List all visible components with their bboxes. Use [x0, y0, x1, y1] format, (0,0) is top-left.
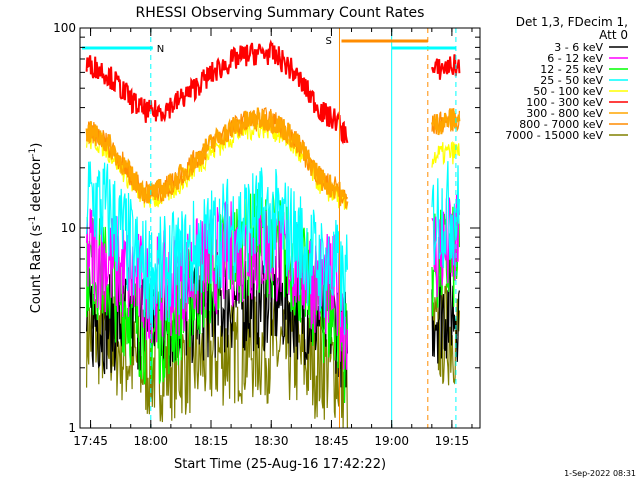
x-tick-label: 18:15 — [194, 434, 229, 448]
series-line-8 — [86, 283, 460, 429]
footer-date: 1-Sep-2022 08:31 — [564, 469, 636, 478]
x-tick-label: 19:15 — [435, 434, 470, 448]
chart-title: RHESSI Observing Summary Count Rates — [136, 5, 425, 21]
legend-title-line-2: Att 0 — [599, 28, 628, 42]
legend-label: 800 - 7000 keV — [519, 118, 603, 131]
y-tick-label: 1 — [68, 421, 76, 435]
x-tick-label: 19:00 — [374, 434, 409, 448]
legend-label: 6 - 12 keV — [547, 52, 603, 65]
x-tick-label: 18:00 — [133, 434, 168, 448]
x-tick-label: 18:45 — [314, 434, 349, 448]
series-line-6 — [85, 107, 461, 209]
legend-label: 12 - 25 keV — [540, 63, 603, 76]
legend-label: 300 - 800 keV — [526, 107, 603, 120]
legend-label: 3 - 6 keV — [554, 41, 603, 54]
marker-label-n: N — [157, 44, 164, 55]
legend-label: 7000 - 15000 keV — [505, 129, 603, 142]
y-axis-label: Count Rate (s-1 detector-1) — [28, 143, 44, 314]
y-tick-label: 10 — [61, 221, 76, 235]
marker-label-s: S — [325, 36, 331, 47]
series-line-3 — [86, 161, 460, 335]
legend-label: 100 - 300 keV — [526, 96, 603, 109]
series-line-5 — [85, 39, 461, 145]
legend-label: 25 - 50 keV — [540, 74, 603, 87]
legend-title-line-1: Det 1,3, FDecim 1, — [516, 15, 628, 29]
x-axis-label: Start Time (25-Aug-16 17:42:22) — [174, 457, 386, 472]
plot-area: N S 1 10 100 17:45 18:00 18:15 18:30 18:45 19:00 19… — [53, 21, 481, 448]
x-tick-label: 18:30 — [254, 434, 289, 448]
legend-label: 50 - 100 keV — [533, 85, 603, 98]
y-tick-label: 100 — [53, 21, 76, 35]
x-tick-label: 17:45 — [73, 434, 108, 448]
